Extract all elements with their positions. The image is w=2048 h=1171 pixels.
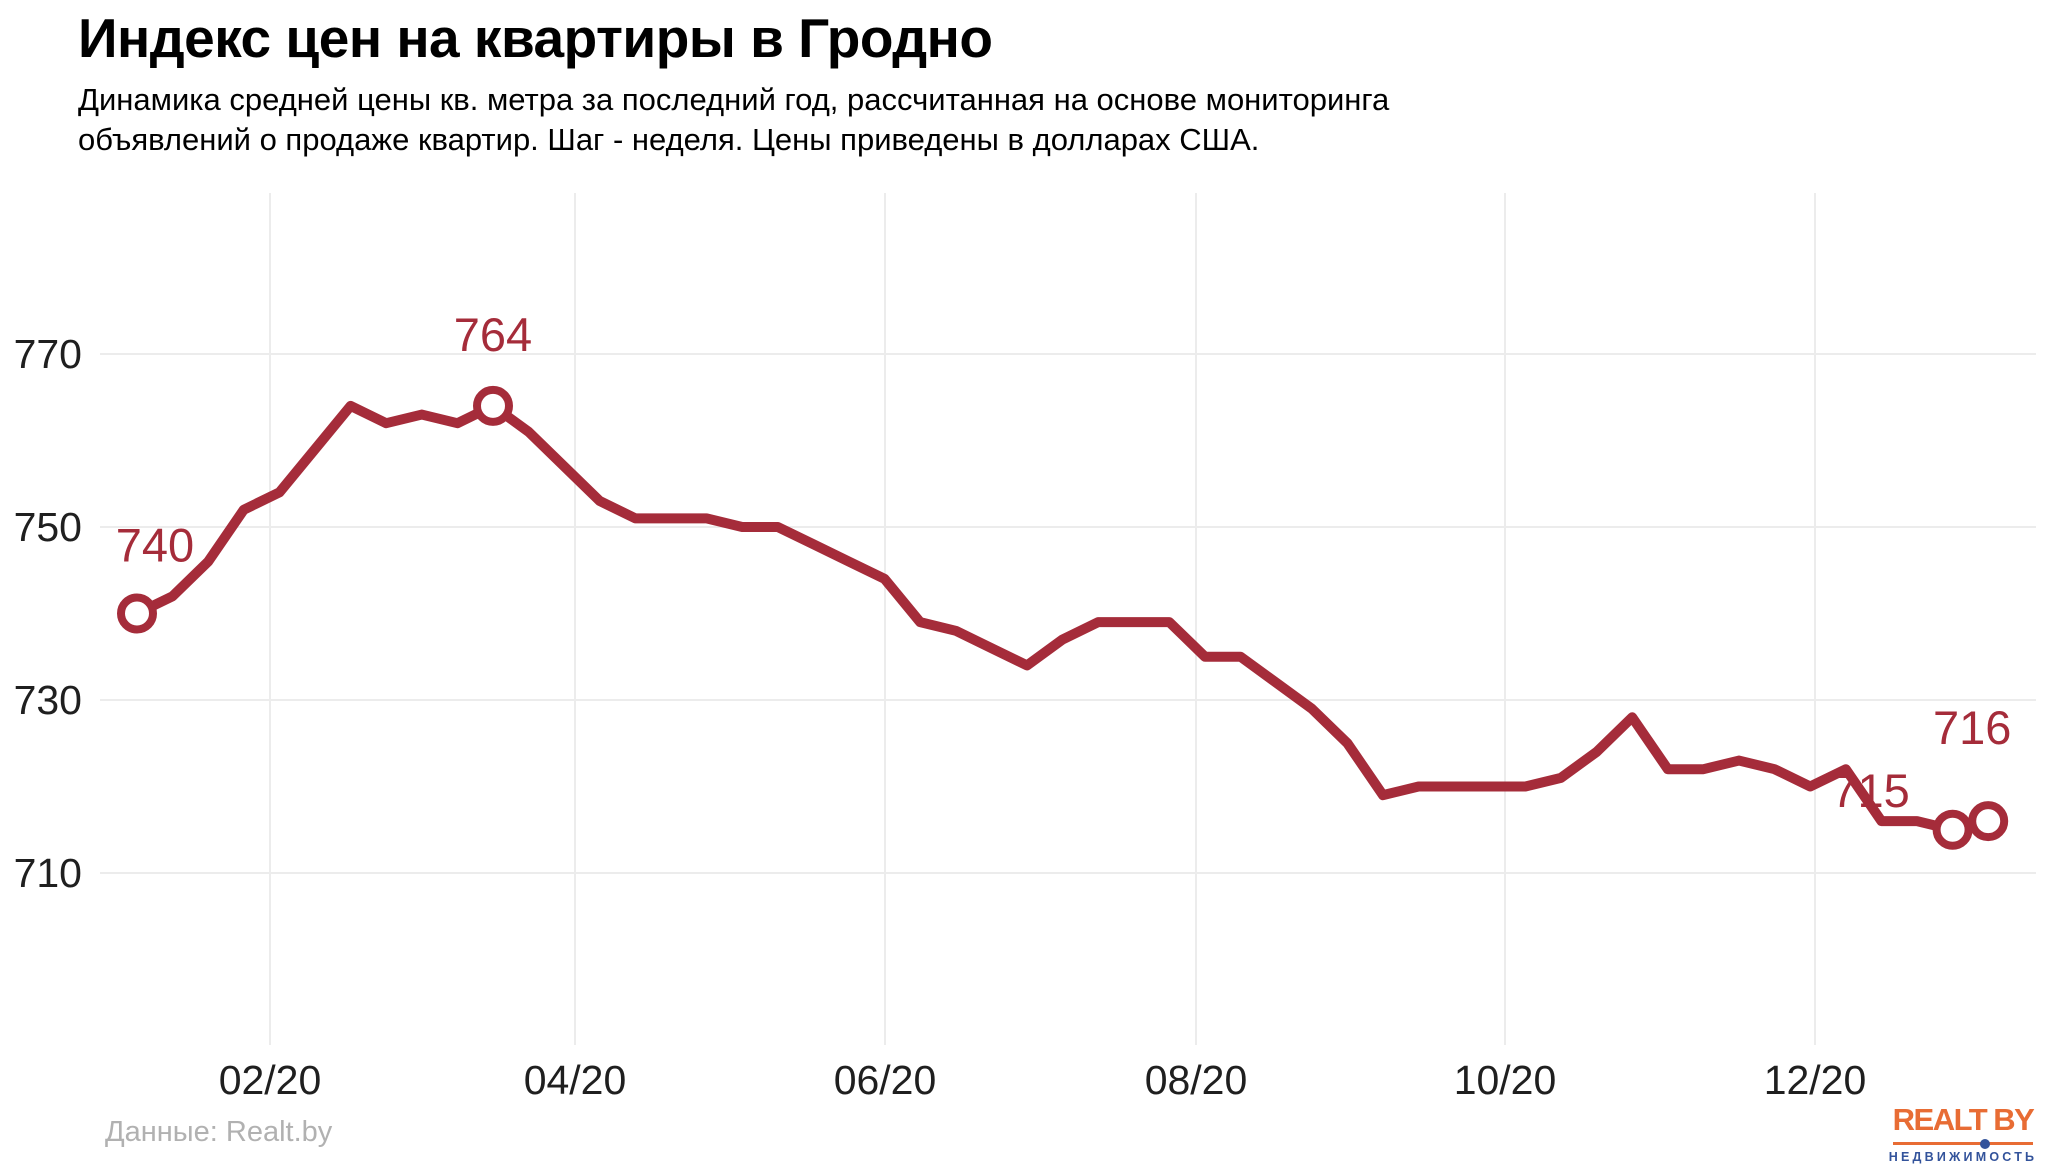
chart-subtitle-line2: объявлений о продаже квартир. Шаг - неде… xyxy=(78,122,1260,157)
realtby-logo-tagline: НЕДВИЖИМОСТЬ xyxy=(1888,1150,2038,1164)
point-value-label: 716 xyxy=(1933,701,2011,754)
x-axis-tick-label: 04/20 xyxy=(524,1057,627,1103)
chart-subtitle-line1: Динамика средней цены кв. метра за после… xyxy=(78,82,1390,117)
chart-header: Индекс цен на квартиры в Гродно Динамика… xyxy=(78,10,1389,160)
realtby-logo-divider xyxy=(1893,1138,2033,1149)
data-source-note: Данные: Realt.by xyxy=(105,1116,333,1148)
point-value-label: 715 xyxy=(1831,764,1909,817)
x-axis-tick-label: 08/20 xyxy=(1145,1057,1248,1103)
y-axis-tick-label: 770 xyxy=(14,331,82,377)
x-axis-tick-label: 12/20 xyxy=(1764,1057,1867,1103)
x-axis-tick-label: 02/20 xyxy=(219,1057,322,1103)
y-axis-tick-label: 710 xyxy=(14,850,82,896)
price-series-line xyxy=(134,400,1990,835)
realtby-logo-wordmark: REALT BY xyxy=(1892,1102,2035,1137)
point-value-label: 764 xyxy=(454,308,532,361)
x-axis-tick-label: 10/20 xyxy=(1454,1057,1557,1103)
y-axis-tick-label: 730 xyxy=(14,677,82,723)
y-axis-tick-label: 750 xyxy=(14,504,82,550)
chart-subtitle: Динамика средней цены кв. метра за после… xyxy=(78,80,1389,160)
highlight-marker xyxy=(1932,809,1973,850)
realtby-logo-dot-icon xyxy=(1980,1138,1991,1149)
realtby-logo: REALT BY НЕДВИЖИМОСТЬ xyxy=(1889,1102,2035,1164)
highlight-marker xyxy=(473,385,513,426)
chart-title: Индекс цен на квартиры в Гродно xyxy=(78,7,993,69)
highlight-marker xyxy=(117,593,157,634)
x-axis-tick-label: 06/20 xyxy=(834,1057,937,1103)
point-value-label: 740 xyxy=(116,519,194,572)
highlight-marker xyxy=(1968,801,2009,842)
